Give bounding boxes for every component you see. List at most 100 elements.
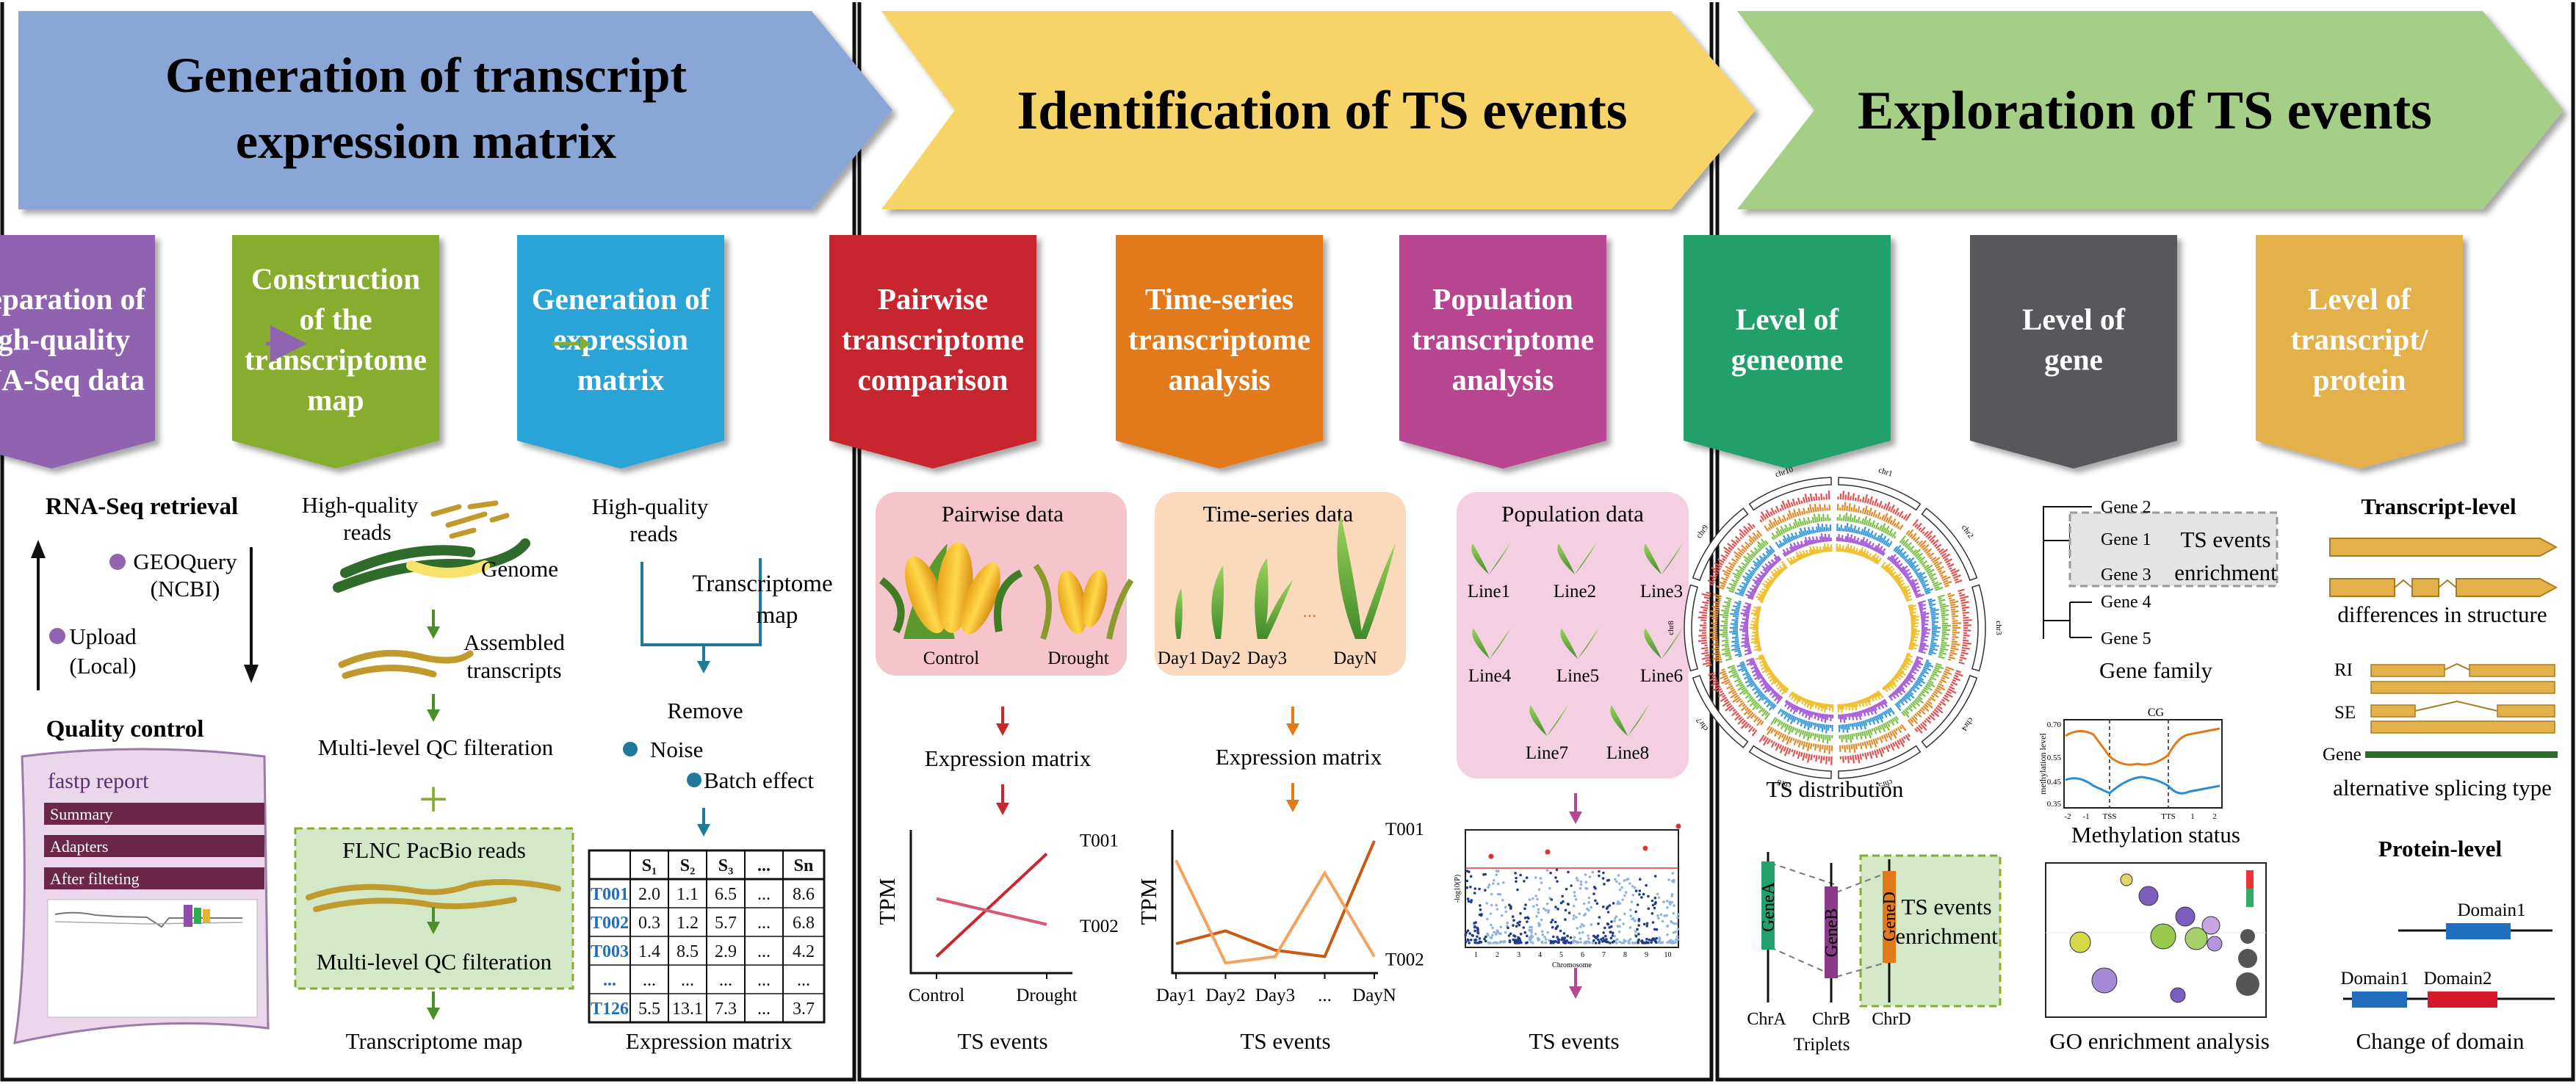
population-events-label: TS events	[1529, 1028, 1619, 1054]
fastp-row-summary: Summary	[50, 805, 113, 823]
synteny-chr-d: ChrD	[1872, 1010, 1911, 1029]
population-line-label: Line5	[1556, 666, 1599, 686]
drought-label: Drought	[1047, 648, 1108, 668]
upload-label: Upload	[69, 624, 137, 649]
pairwise-events-label: TS events	[957, 1028, 1047, 1054]
circos-chromosome-label: chr2	[1960, 524, 1975, 541]
protein-level-label: Protein-level	[2378, 836, 2503, 861]
remove-label: Remove	[667, 698, 743, 723]
table-cell: ...	[757, 942, 771, 961]
gene-enrichment-2: enrichment	[2174, 560, 2277, 585]
header-genome-line-0: Level of	[1736, 303, 1839, 336]
timeseries-matrix-label: Expression matrix	[1216, 744, 1382, 770]
domain1-top-box	[2446, 923, 2511, 939]
manhattan-xtick: 1	[1474, 951, 1478, 959]
synteny-gene-d: GeneD	[1880, 892, 1899, 942]
differences-label: differences in structure	[2337, 601, 2547, 627]
banner-identification: Identification of TS events	[881, 11, 1756, 209]
chart-series-line	[936, 897, 1047, 926]
header-pairwise: Pairwise transcriptome comparison	[829, 235, 1036, 469]
manhattan-xtick: 10	[1664, 951, 1672, 959]
header-construct-line-2: transcriptome	[245, 343, 427, 377]
methylation-label: Methylation status	[2071, 822, 2240, 848]
geoquery-label: GEOQuery	[133, 549, 237, 574]
circos-chromosome-label: chr6	[1775, 777, 1792, 790]
seedling-icon	[1610, 704, 1650, 736]
manhattan-xlabel: Chromosome	[1552, 961, 1592, 969]
gm-hq-reads-2: reads	[629, 521, 677, 546]
header-genmatrix-line-1: expression	[553, 322, 688, 356]
table-cell: T001	[591, 885, 629, 904]
header-timeseries-line-1: transcriptome	[1128, 322, 1310, 356]
meth-ytick-2: 0.45	[2047, 778, 2062, 787]
table-cell: 1.2	[677, 914, 699, 933]
pairwise-line-chart: TPM Control Drought T001 T002	[874, 830, 1119, 1005]
seedling-icon	[1557, 542, 1597, 574]
go-bubble-plot	[2045, 862, 2267, 1018]
population-line-label: Line1	[1468, 582, 1510, 601]
header-pairwise-line-1: transcriptome	[842, 322, 1024, 356]
chart-xtick: ...	[1318, 986, 1332, 1005]
genmatrix-column: High-quality reads Transcriptome map Rem…	[588, 494, 833, 1054]
chart-series-label: T002	[1080, 917, 1119, 936]
circos-chromosome-label: chr7	[1695, 715, 1710, 732]
header-arrows	[266, 325, 591, 362]
genome-enrichment-2: enrichment	[1895, 923, 1998, 949]
circos-chromosome-label: chr8	[1667, 621, 1675, 635]
seedling-growth-icon	[1175, 514, 1396, 639]
population-line-label: Line7	[1526, 743, 1568, 763]
qc-filteration-1: Multi-level QC filteration	[318, 734, 554, 760]
ts-day-3: Day3	[1247, 648, 1287, 668]
header-construct-line-0: Construction	[251, 262, 420, 296]
reads-fragments-icon	[430, 500, 510, 539]
table-header-cell: Sn	[794, 856, 814, 875]
rnaseq-retrieval-label: RNA-Seq retrieval	[46, 494, 238, 520]
population-line-label: Line4	[1468, 666, 1512, 686]
domain2-bottom-label: Domain2	[2423, 969, 2492, 989]
chart-series-label: T001	[1080, 831, 1119, 851]
meth-ytick-1: 0.55	[2047, 754, 2062, 762]
meth-ylabel: methylation level	[2038, 733, 2048, 795]
assembled-label-2: transcripts	[466, 657, 561, 683]
table-cell: 13.1	[672, 1000, 703, 1019]
header-construct: Construction of the transcriptome map	[232, 235, 439, 469]
table-cell: ...	[797, 971, 810, 990]
timeseries-data-title: Time-series data	[1203, 501, 1354, 527]
circos-chromosome-label: chr1	[1877, 466, 1894, 478]
genome-label: Genome	[481, 556, 558, 582]
circos-chromosome-label: chr4	[1960, 716, 1975, 733]
chart-xtick: Day2	[1205, 986, 1245, 1005]
gene-family-label: Gene family	[2099, 657, 2213, 683]
chart-series-label: T001	[1385, 820, 1424, 839]
manhattan-xtick: 7	[1602, 951, 1606, 959]
header-transcript-line-0: Level of	[2308, 282, 2411, 316]
transcript-structure-1	[2329, 538, 2558, 557]
genome-column: chr1 chr2 chr3 chr4 chr5 chr6 chr7 chr8 chr9 chr1…	[1667, 465, 2003, 1055]
population-lines: Line1 Line2 Line3 Line4 Line5 Line6 Line7 Line8	[1468, 542, 1684, 763]
manhattan-xtick: 3	[1517, 951, 1520, 959]
synteny-gene-b: GeneB	[1822, 908, 1841, 958]
flnc-label: FLNC PacBio reads	[342, 837, 526, 863]
table-cell: ...	[719, 971, 732, 990]
meth-xtick-3: TTS	[2161, 812, 2176, 821]
manhattan-xtick: 2	[1496, 951, 1499, 959]
table-header-cell: S₃	[718, 856, 734, 875]
chart-xtick: DayN	[1352, 986, 1396, 1005]
ts-day-1: Day1	[1158, 648, 1197, 668]
table-cell: ...	[757, 971, 771, 990]
header-population-line-2: analysis	[1452, 363, 1554, 397]
pairwise-column: Pairwise data Control Drought Expression…	[874, 492, 1134, 1054]
timeseries-line-chart: TPM Day1 Day2 Day3... DayN T001 T002	[1136, 820, 1424, 1005]
domain2-bottom-box	[2428, 991, 2497, 1008]
meth-ytick-0: 0.70	[2047, 720, 2062, 729]
gene-column: Gene 2 Gene 1 Gene 3 Gene 4 Gene 5 TS ev…	[2038, 498, 2279, 1054]
corn-plant-control-icon	[878, 542, 1023, 639]
qc-filteration-2: Multi-level QC filteration	[317, 949, 552, 975]
manhattan-xtick: 4	[1538, 951, 1542, 959]
ts-day-ellipsis: ...	[1303, 601, 1317, 621]
header-genmatrix: Generation of expression matrix	[517, 235, 724, 469]
genome-strand-icon	[333, 538, 530, 593]
meth-ytick-3: 0.35	[2047, 800, 2062, 809]
banner-identification-text: Identification of TS events	[1017, 81, 1627, 141]
gene-family-gene5: Gene 5	[2101, 629, 2151, 648]
